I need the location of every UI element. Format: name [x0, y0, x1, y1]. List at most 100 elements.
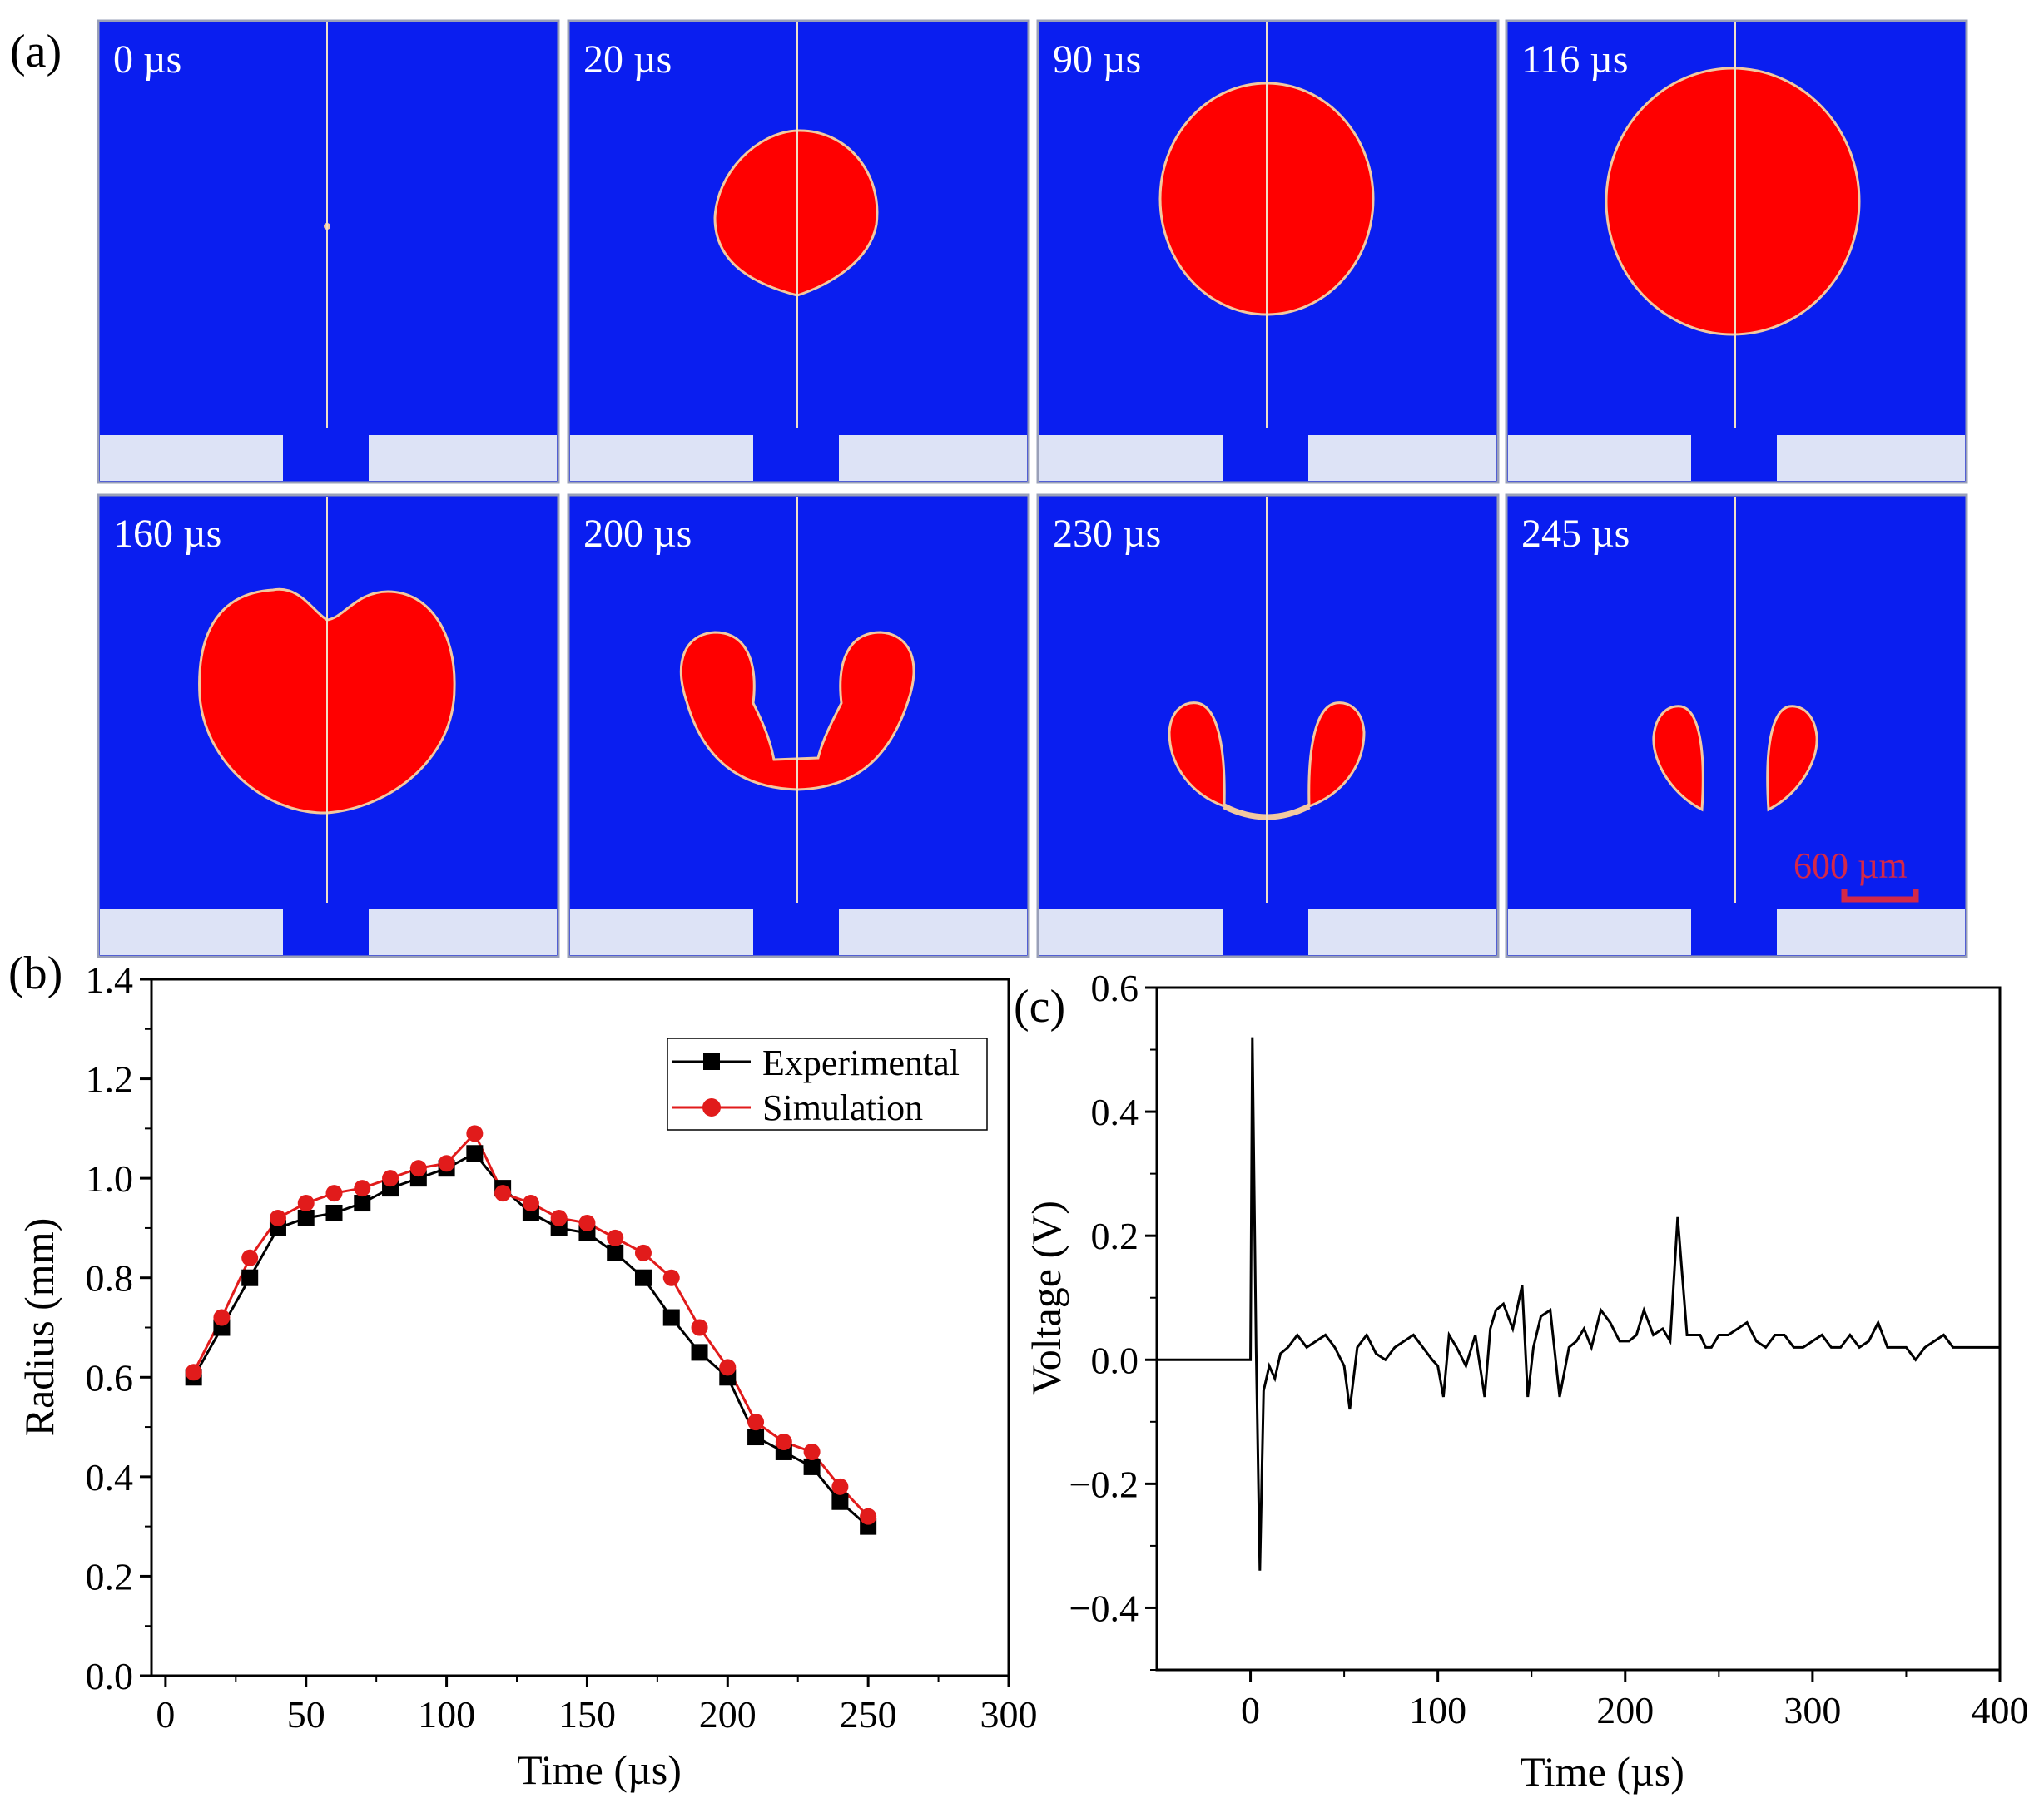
radius-chart-legend: Experimental Simulation [667, 1038, 988, 1131]
y-tick-label: 0.2 [1091, 1215, 1139, 1257]
frame-time-label: 160 µs [113, 512, 221, 556]
data-point-simulation [213, 1309, 231, 1326]
panel-label-b: (b) [8, 948, 62, 999]
data-point-experimental [354, 1195, 371, 1212]
simulation-frame: 200 µs [567, 493, 1030, 958]
y-tick-label: 0.6 [1091, 967, 1139, 1009]
data-point-simulation [269, 1209, 286, 1226]
scale-bar-label: 600 µm [1793, 845, 1908, 886]
simulation-frames: 0 µs 20 µs 90 µs 116 µs 160 µs 200 µs 230 µs 24… [97, 19, 1968, 958]
y-tick-label: 0.4 [86, 1456, 134, 1498]
fluid-domain [567, 493, 1030, 958]
x-tick-label: 200 [699, 1693, 757, 1736]
data-point-simulation [382, 1170, 399, 1187]
y-tick-label: 0.8 [86, 1257, 134, 1300]
radius-chart: 0 50 100 150 200 250 300 0.0 0.2 0.4 0.6 0.8 1.0 1.2 1… [16, 958, 1038, 1793]
droplet-right [1766, 705, 1818, 812]
scale-bar [1841, 889, 1919, 903]
data-point-simulation [607, 1229, 624, 1246]
x-tick-label: 300 [1784, 1689, 1841, 1731]
electrode-left [1039, 435, 1223, 481]
data-point-experimental [662, 1309, 680, 1326]
simulation-frame: 160 µs [97, 493, 560, 958]
y-tick-label: 0.2 [86, 1555, 134, 1597]
x-tick-label: 300 [980, 1693, 1038, 1736]
droplet-left [1652, 705, 1704, 812]
x-tick-label: 200 [1596, 1689, 1654, 1731]
data-point-simulation [354, 1180, 371, 1197]
y-tick-label: 0.6 [86, 1356, 134, 1399]
data-point-simulation [494, 1185, 512, 1202]
radius-chart-xlabel: Time (µs) [517, 1746, 682, 1793]
data-point-experimental [607, 1244, 624, 1261]
x-tick-label: 400 [1972, 1689, 2029, 1731]
voltage-chart: 0 100 200 300 400 −0.4 −0.2 0.0 0.2 0.4 0.6 Time (… [1023, 967, 2029, 1795]
electrode-right [1308, 909, 1496, 955]
x-tick-label: 250 [840, 1693, 897, 1736]
x-tick-label: 0 [1241, 1689, 1260, 1731]
y-tick-label: −0.4 [1069, 1587, 1139, 1629]
x-tick-label: 100 [418, 1693, 475, 1736]
y-tick-label: 1.0 [86, 1157, 134, 1200]
data-point-simulation [831, 1478, 849, 1495]
frame-time-label: 230 µs [1053, 512, 1161, 556]
series-line-simulation [192, 1131, 870, 1518]
data-point-experimental [325, 1204, 343, 1221]
fluid-domain [97, 19, 560, 484]
simulation-frame: 20 µs [567, 19, 1030, 484]
data-point-simulation [747, 1414, 765, 1431]
electrode-left [1508, 909, 1691, 955]
data-point-simulation [719, 1359, 737, 1376]
data-point-simulation [775, 1434, 792, 1451]
data-point-simulation [803, 1443, 821, 1460]
y-tick-label: 1.2 [86, 1058, 134, 1101]
frame-time-label: 20 µs [583, 37, 672, 82]
x-tick-label: 0 [156, 1693, 175, 1736]
fluid-domain [1505, 493, 1968, 958]
electrode-left [570, 435, 753, 481]
data-point-experimental [747, 1429, 765, 1446]
electrode-right [1308, 435, 1496, 481]
data-point-simulation [325, 1185, 343, 1202]
electrode-left [1039, 909, 1223, 955]
y-tick-label: −0.2 [1069, 1463, 1139, 1505]
data-point-simulation [241, 1249, 259, 1266]
frame-time-label: 0 µs [113, 37, 181, 82]
data-point-simulation [409, 1160, 427, 1177]
y-tick-label: 0.0 [1091, 1339, 1139, 1381]
simulation-frame: 90 µs [1036, 19, 1500, 484]
data-point-simulation [438, 1155, 455, 1172]
data-point-experimental [831, 1493, 849, 1510]
frame-time-label: 90 µs [1053, 37, 1141, 82]
voltage-chart-ylabel: Voltage (V) [1023, 1201, 1069, 1395]
data-point-simulation [466, 1125, 484, 1142]
frame-time-label: 245 µs [1521, 512, 1630, 556]
electrode-left [570, 909, 753, 955]
data-point-simulation [185, 1364, 202, 1381]
y-tick-label: 0.4 [1091, 1091, 1139, 1133]
panel-label-c: (c) [1014, 981, 1065, 1033]
electrode-right [1777, 909, 1965, 955]
data-point-simulation [578, 1214, 596, 1231]
bubble-right [1307, 701, 1366, 809]
data-point-simulation [522, 1195, 539, 1212]
bubble-left [1168, 701, 1226, 809]
voltage-trace [1157, 1037, 2000, 1571]
y-tick-label: 1.4 [86, 958, 134, 1001]
voltage-chart-frame [1155, 986, 2002, 1672]
electrode-right [1777, 435, 1965, 481]
x-tick-label: 150 [558, 1693, 616, 1736]
x-tick-label: 100 [1409, 1689, 1466, 1731]
frame-time-label: 116 µs [1521, 37, 1629, 82]
bubble [1605, 67, 1861, 336]
electrode-left [100, 435, 283, 481]
data-point-simulation [662, 1269, 680, 1286]
data-point-simulation [860, 1508, 877, 1525]
electrode-right [839, 909, 1027, 955]
simulation-frame: 230 µs [1036, 493, 1500, 958]
x-tick-label: 50 [287, 1693, 325, 1736]
voltage-chart-xlabel: Time (µs) [1520, 1748, 1684, 1795]
legend-marker-experimental [703, 1053, 720, 1070]
frame-time-label: 200 µs [583, 512, 692, 556]
